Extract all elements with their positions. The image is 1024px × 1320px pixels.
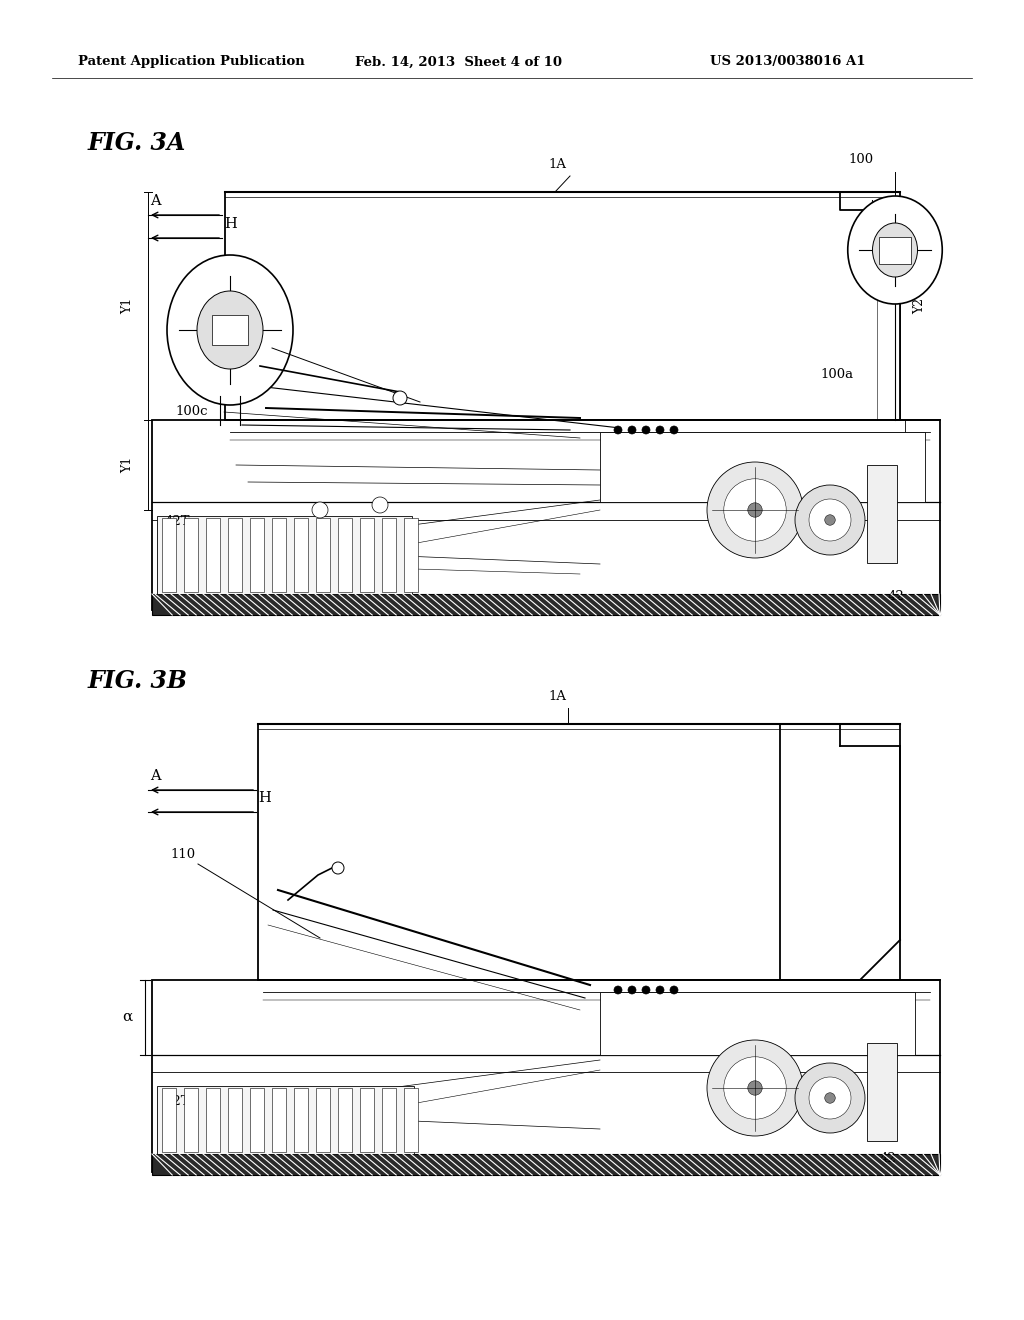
Bar xyxy=(157,516,412,594)
Bar xyxy=(360,517,374,591)
Circle shape xyxy=(332,862,344,874)
Text: FIG. 3B: FIG. 3B xyxy=(88,669,188,693)
Bar xyxy=(880,236,910,264)
Circle shape xyxy=(656,986,664,994)
Bar xyxy=(316,1088,330,1152)
Text: FIG. 3A: FIG. 3A xyxy=(88,131,186,154)
Bar xyxy=(225,191,900,420)
Bar xyxy=(152,594,940,615)
Text: A: A xyxy=(150,194,161,209)
Text: 42T: 42T xyxy=(165,515,190,528)
Bar xyxy=(600,432,925,502)
Bar xyxy=(272,517,286,591)
Bar xyxy=(206,517,220,591)
Bar xyxy=(316,517,330,591)
Bar xyxy=(600,993,915,1055)
Bar xyxy=(250,517,264,591)
Text: Y2: Y2 xyxy=(913,298,926,314)
Circle shape xyxy=(614,986,622,994)
Circle shape xyxy=(795,484,865,554)
Circle shape xyxy=(642,426,650,434)
Bar xyxy=(338,1088,352,1152)
Bar xyxy=(258,723,900,979)
Circle shape xyxy=(748,503,762,517)
Circle shape xyxy=(670,426,678,434)
Bar xyxy=(360,1088,374,1152)
Circle shape xyxy=(724,479,786,541)
Bar xyxy=(228,517,242,591)
Circle shape xyxy=(670,986,678,994)
Bar xyxy=(206,1088,220,1152)
Bar xyxy=(338,517,352,591)
Bar xyxy=(152,1154,940,1175)
Text: Feb. 14, 2013  Sheet 4 of 10: Feb. 14, 2013 Sheet 4 of 10 xyxy=(355,55,562,69)
Circle shape xyxy=(724,1057,786,1119)
Circle shape xyxy=(707,462,803,558)
Text: 100c: 100c xyxy=(175,405,208,418)
Bar xyxy=(294,517,308,591)
Bar xyxy=(184,517,198,591)
Bar xyxy=(184,1088,198,1152)
Circle shape xyxy=(628,426,636,434)
Text: Y1: Y1 xyxy=(122,298,134,314)
Text: 42: 42 xyxy=(880,1152,897,1166)
Bar xyxy=(162,1088,176,1152)
Circle shape xyxy=(707,1040,803,1137)
Text: 42: 42 xyxy=(888,590,905,603)
Text: 100a: 100a xyxy=(820,368,853,381)
Text: Y2: Y2 xyxy=(913,453,926,469)
Text: 1A: 1A xyxy=(548,690,566,704)
Bar xyxy=(162,517,176,591)
Text: A: A xyxy=(150,770,161,783)
Text: 42T: 42T xyxy=(165,1096,190,1107)
Bar xyxy=(228,1088,242,1152)
Bar xyxy=(867,465,897,564)
Bar xyxy=(152,420,940,610)
Text: H: H xyxy=(224,216,237,231)
Circle shape xyxy=(642,986,650,994)
Text: US 2013/0038016 A1: US 2013/0038016 A1 xyxy=(710,55,865,69)
Bar xyxy=(250,1088,264,1152)
Ellipse shape xyxy=(167,255,293,405)
Circle shape xyxy=(372,498,388,513)
Text: Patent Application Publication: Patent Application Publication xyxy=(78,55,305,69)
Ellipse shape xyxy=(197,290,263,370)
Circle shape xyxy=(312,502,328,517)
Ellipse shape xyxy=(848,195,942,304)
Circle shape xyxy=(748,1081,762,1096)
Circle shape xyxy=(809,1077,851,1119)
Ellipse shape xyxy=(872,223,918,277)
Bar xyxy=(157,1086,414,1154)
Circle shape xyxy=(824,1093,836,1104)
Bar xyxy=(382,1088,396,1152)
Text: 1A: 1A xyxy=(548,158,566,172)
Bar xyxy=(152,979,940,1172)
Circle shape xyxy=(614,426,622,434)
Bar xyxy=(272,1088,286,1152)
Circle shape xyxy=(824,515,836,525)
Bar xyxy=(294,1088,308,1152)
Bar xyxy=(404,517,418,591)
Circle shape xyxy=(393,391,407,405)
Text: 100: 100 xyxy=(848,153,873,166)
Bar xyxy=(382,517,396,591)
Circle shape xyxy=(656,426,664,434)
Circle shape xyxy=(795,1063,865,1133)
Bar xyxy=(835,210,870,215)
Text: 110: 110 xyxy=(170,847,196,861)
Text: Y1: Y1 xyxy=(122,457,134,473)
Circle shape xyxy=(628,986,636,994)
Text: α: α xyxy=(122,1010,132,1024)
Bar xyxy=(404,1088,418,1152)
Text: 100: 100 xyxy=(175,348,200,360)
Bar xyxy=(867,1043,897,1140)
Bar xyxy=(212,315,248,345)
Circle shape xyxy=(809,499,851,541)
Text: H: H xyxy=(258,791,270,805)
